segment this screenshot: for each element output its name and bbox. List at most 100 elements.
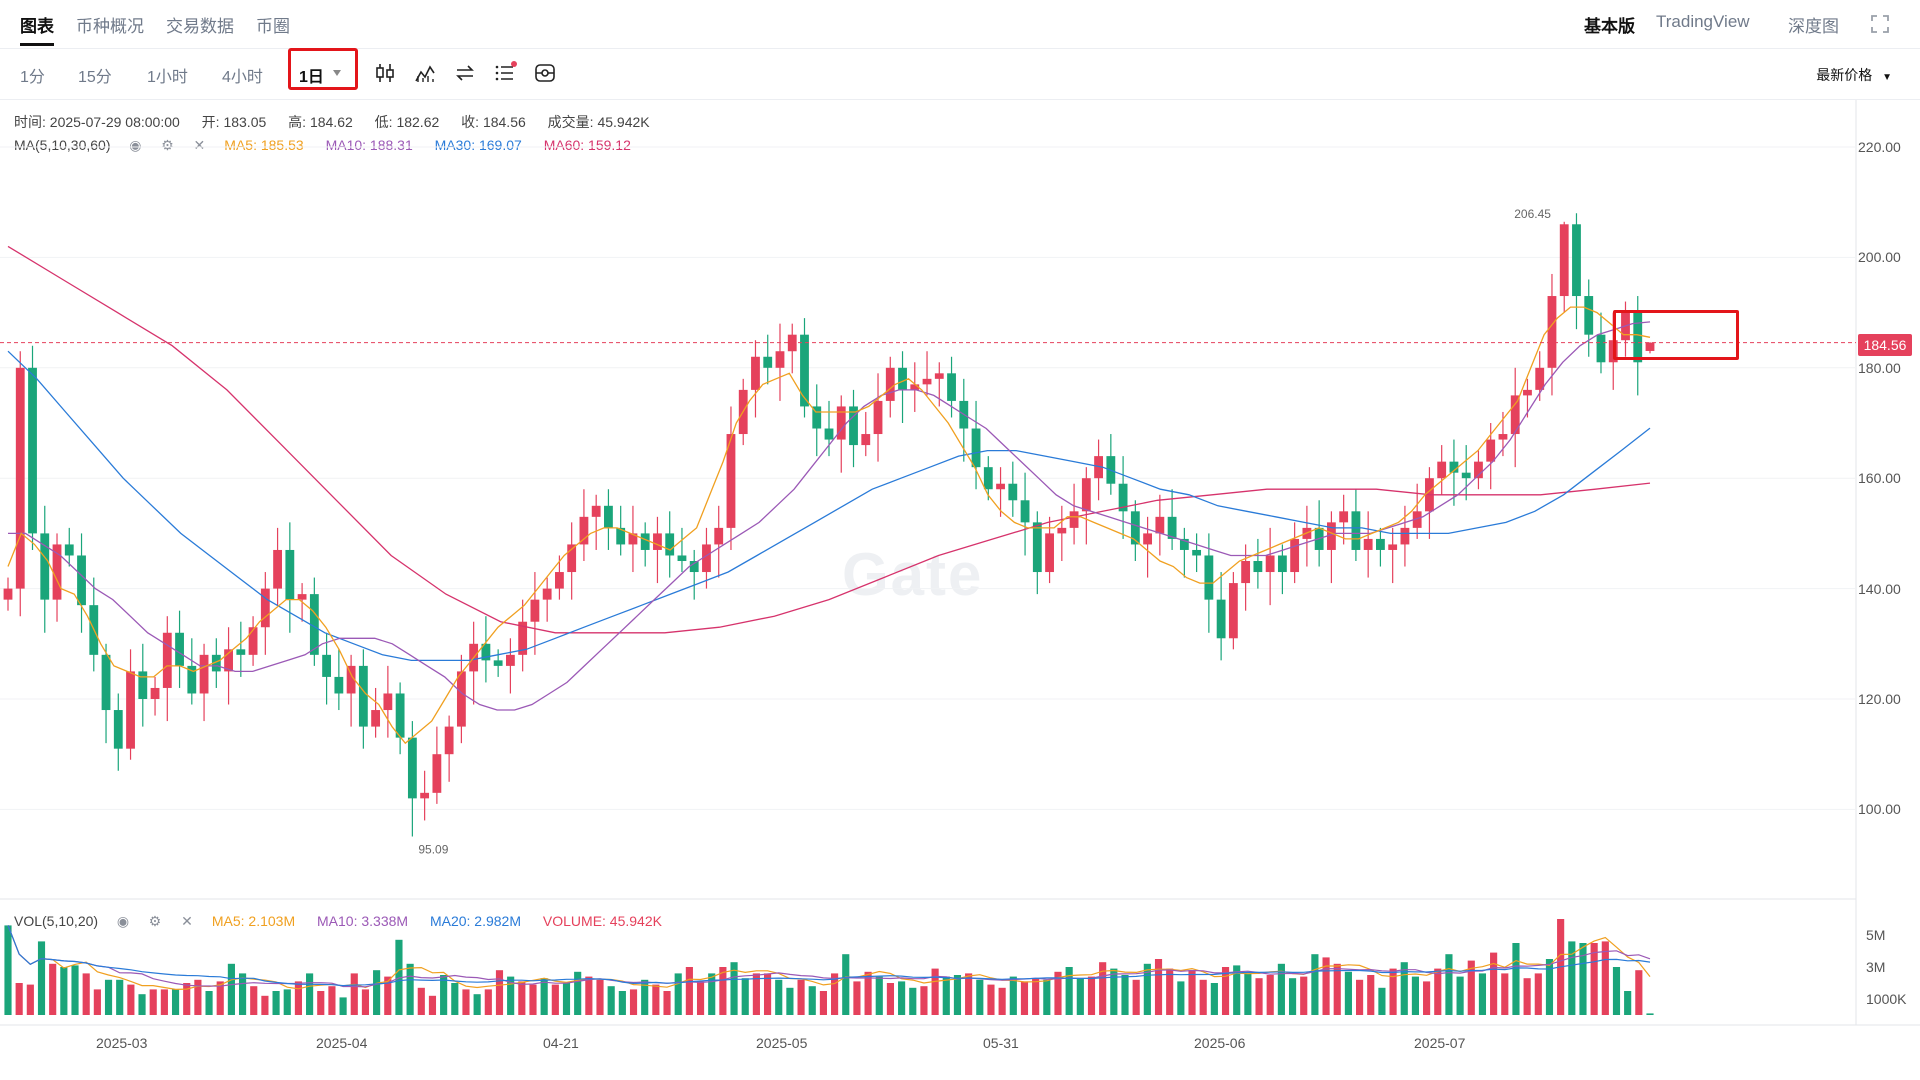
tab-tradingview[interactable]: TradingView [1656,12,1750,31]
latest-price-dropdown[interactable]: 最新价格 ▼ [1816,65,1892,85]
volume-bar [306,973,314,1015]
volume-bar [1545,959,1554,1015]
volume-bar [294,981,302,1015]
volume-bar [250,986,258,1015]
tab-chart[interactable]: 图表 [20,17,54,36]
tab-depth-chart[interactable]: 深度图 [1788,17,1839,36]
volume-bar [797,979,805,1015]
candle-body [1461,472,1471,479]
interval-dropdown-icon[interactable] [333,70,341,76]
volume-bar [328,986,336,1015]
candle-body [763,356,773,368]
interval-1h[interactable]: 1小时 [147,69,188,86]
chart-toolbar: 1分 15分 1小时 4小时 1日 [0,49,1920,100]
volume-bar [1300,976,1308,1015]
eye-icon[interactable]: ◉ [116,913,130,929]
candle-body [40,533,50,600]
candle-body [1155,516,1165,534]
indicator-icon[interactable] [413,61,437,85]
candle-body [1020,500,1030,523]
volume-bar [775,979,783,1015]
ma30-line [7,350,1651,662]
candle-body [604,505,613,528]
volume-bar [708,973,716,1015]
time-tick-label: 2025-04 [316,1035,368,1051]
candle-body [542,588,552,600]
close-icon[interactable]: ✕ [181,913,193,929]
candle-body [1596,334,1606,363]
tab-coin-overview[interactable]: 币种概况 [76,17,144,36]
volume-bar [216,981,224,1015]
candle-body [395,693,405,738]
volume-bar [1568,941,1576,1015]
fullscreen-icon[interactable] [1870,14,1890,34]
volume-bar [696,981,705,1015]
list-settings-icon[interactable] [493,61,517,85]
gate-watermark: Gate [842,541,984,608]
vol-label: VOL(5,10,20) [14,913,99,929]
chart-settings-icon[interactable] [533,61,557,85]
interval-1m[interactable]: 1分 [20,69,45,86]
settings-icon[interactable]: ⚙ [148,913,162,929]
candlestick-type-icon[interactable] [373,61,397,85]
volume-bar [1076,978,1084,1015]
volume-bar [808,986,816,1015]
volume-bar [875,976,883,1015]
volume-bar [674,973,682,1015]
eye-icon[interactable]: ◉ [129,137,142,153]
volume-bar [1601,941,1609,1015]
volume-bar [93,989,101,1015]
volume-bar [652,984,660,1015]
candle-body [1523,389,1532,396]
close-icon[interactable]: ✕ [193,137,206,153]
volume-bar [406,963,414,1015]
time-tick-label: 05-31 [983,1035,1019,1051]
volume-bar [1233,965,1241,1015]
candle-body [150,687,160,699]
interval-15m[interactable]: 15分 [78,69,112,86]
settings-icon[interactable]: ⚙ [161,137,174,153]
candle-body [1118,483,1128,512]
volume-bar [819,991,827,1015]
volume-bar [1478,973,1487,1015]
candle-body [236,649,246,655]
candle-body [1474,461,1483,479]
candle-body [726,434,736,528]
candle-body [444,726,454,755]
candle-body [1216,599,1226,639]
candle-body [824,428,834,440]
info-close: 收: 184.56 [461,114,526,130]
candle-body [138,671,148,699]
ma10-value: MA10: 188.31 [325,137,413,153]
chevron-down-icon: ▼ [1882,72,1892,83]
tab-trade-data[interactable]: 交易数据 [166,17,234,36]
candle-body [812,406,822,429]
info-volume: 成交量: 45.942K [547,114,650,130]
tab-basic-version[interactable]: 基本版 [1584,17,1635,36]
volume-bar [976,979,984,1015]
volume-bar [1456,976,1464,1015]
volume-bar [551,984,559,1015]
candle-body [1228,583,1238,639]
tab-community[interactable]: 币圈 [256,17,290,36]
volume-bar [104,979,113,1015]
interval-1d[interactable]: 1日 [299,69,324,86]
volume-bar [931,968,939,1015]
interval-4h[interactable]: 4小时 [222,69,263,86]
volume-bar [4,925,12,1015]
volume-bar [629,989,638,1015]
candle-body [1535,367,1545,390]
volume-bar [886,983,895,1015]
candle-body [1057,527,1067,534]
candle-body [1204,555,1214,600]
volume-tick-label: 3M [1866,959,1886,975]
swap-icon[interactable] [453,61,477,85]
volume-bar [540,978,548,1015]
volume-bar [1434,968,1442,1015]
volume-bar [1065,967,1073,1015]
volume-bar [1490,952,1498,1015]
volume-bar [1266,975,1274,1015]
highlight-box-latest-candles [1613,310,1739,360]
candle-body [64,544,74,556]
